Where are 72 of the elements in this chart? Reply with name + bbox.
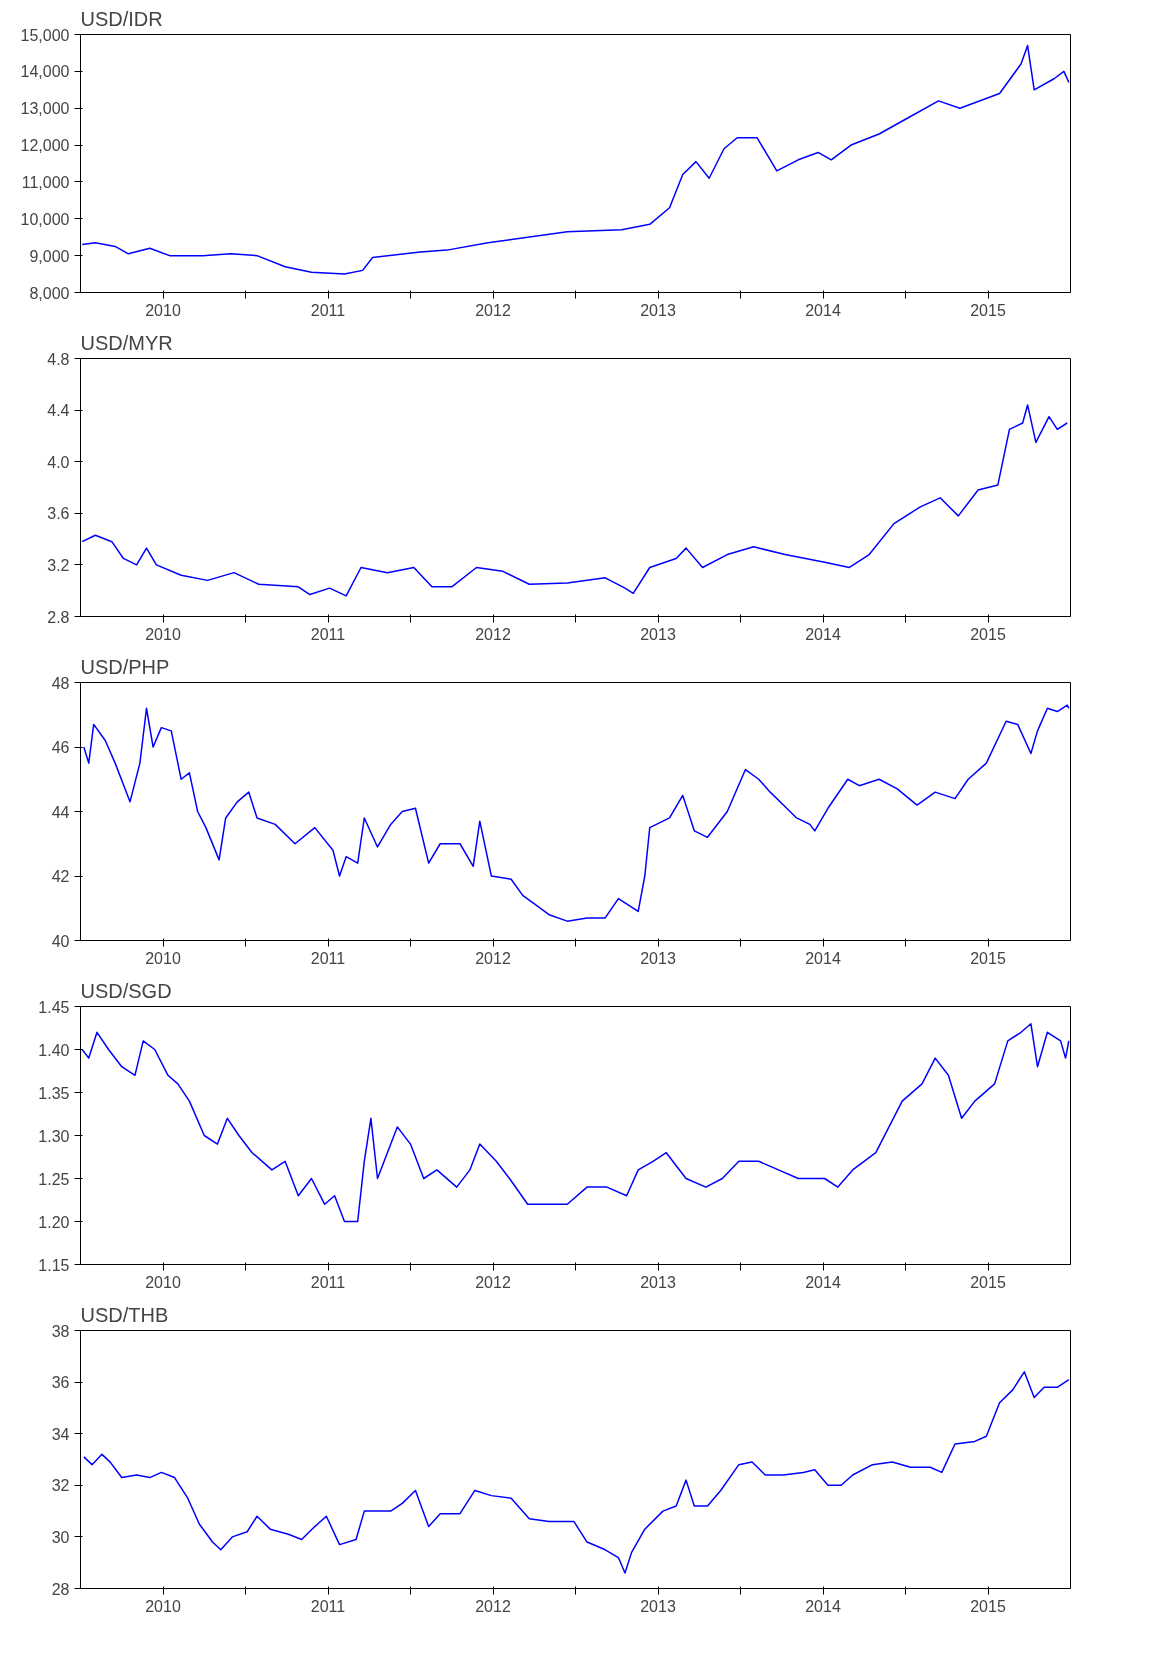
x-tick-label: 2013 — [640, 301, 676, 319]
x-tick-label: 2013 — [640, 1597, 676, 1615]
x-tick-label: 2015 — [970, 1273, 1006, 1291]
line-series — [83, 704, 1070, 922]
y-tick-label: 14,000 — [20, 63, 70, 81]
y-tick-label: 4.8 — [47, 350, 70, 368]
x-tick-label: 2014 — [805, 1597, 841, 1615]
chart-title: USD/IDR — [80, 7, 163, 30]
line-series — [81, 44, 1070, 275]
x-tick-label: 2015 — [970, 1597, 1006, 1615]
x-tick-label: 2010 — [145, 301, 181, 319]
x-tick-label: 2012 — [475, 949, 511, 967]
x-tick-label: 2010 — [145, 625, 181, 643]
x-tick-label: 2012 — [475, 1597, 511, 1615]
x-tick-label: 2015 — [970, 625, 1006, 643]
y-tick-label: 28 — [51, 1580, 70, 1598]
y-tick-label: 1.15 — [38, 1256, 70, 1274]
y-tick-label: 34 — [51, 1425, 70, 1443]
x-tick-label: 2010 — [145, 1597, 181, 1615]
x-tick-label: 2011 — [310, 1597, 346, 1615]
line-series — [81, 1022, 1070, 1223]
y-tick-label: 48 — [51, 674, 70, 692]
y-tick-label: 1.40 — [38, 1041, 70, 1059]
y-tick-label: 38 — [51, 1322, 70, 1340]
line-series — [81, 404, 1068, 597]
y-tick-label: 11,000 — [21, 173, 70, 191]
chart-title: USD/SGD — [80, 979, 172, 1002]
y-tick-label: 32 — [51, 1477, 70, 1495]
y-tick-label: 1.35 — [38, 1084, 70, 1102]
x-tick-label: 2012 — [475, 301, 511, 319]
chart-title: USD/PHP — [80, 655, 170, 678]
x-tick-label: 2011 — [310, 949, 346, 967]
x-tick-label: 2013 — [640, 949, 676, 967]
line-series — [83, 1371, 1070, 1574]
y-tick-label: 46 — [51, 739, 70, 756]
x-tick-label: 2011 — [310, 1273, 346, 1291]
x-tick-label: 2011 — [310, 301, 346, 319]
x-tick-label: 2012 — [475, 625, 511, 643]
y-tick-label: 15,000 — [20, 26, 70, 44]
chart-title: USD/THB — [80, 1303, 169, 1326]
y-tick-label: 1.45 — [38, 998, 70, 1016]
x-tick-label: 2014 — [805, 625, 841, 643]
x-tick-label: 2014 — [805, 1273, 841, 1291]
y-tick-label: 2.8 — [47, 608, 70, 626]
x-tick-label: 2013 — [640, 625, 676, 643]
y-tick-label: 1.30 — [38, 1127, 70, 1145]
x-tick-label: 2015 — [970, 301, 1006, 319]
y-tick-label: 30 — [51, 1528, 70, 1546]
x-tick-label: 2012 — [475, 1273, 511, 1291]
y-tick-label: 10,000 — [20, 210, 70, 228]
x-tick-label: 2010 — [145, 1273, 181, 1291]
y-tick-label: 1.20 — [38, 1213, 70, 1231]
y-tick-label: 44 — [51, 803, 70, 821]
x-tick-label: 2013 — [640, 1273, 676, 1291]
y-tick-label: 9,000 — [29, 247, 70, 265]
y-tick-label: 40 — [51, 932, 70, 950]
chart-title: USD/MYR — [80, 331, 173, 354]
y-tick-label: 12,000 — [20, 137, 70, 155]
y-tick-label: 8,000 — [29, 284, 70, 302]
x-tick-label: 2014 — [805, 949, 841, 967]
x-tick-label: 2015 — [970, 949, 1006, 967]
y-tick-label: 4.0 — [47, 453, 70, 471]
y-tick-label: 13,000 — [20, 100, 70, 118]
x-tick-label: 2011 — [310, 625, 346, 643]
x-tick-label: 2014 — [805, 301, 841, 319]
y-tick-label: 3.2 — [47, 556, 70, 574]
y-tick-label: 36 — [51, 1374, 70, 1392]
y-tick-label: 1.25 — [38, 1170, 70, 1188]
y-tick-label: 3.6 — [47, 505, 70, 523]
y-tick-label: 42 — [51, 868, 70, 885]
y-tick-label: 4.4 — [47, 402, 70, 420]
x-tick-label: 2010 — [145, 949, 181, 967]
